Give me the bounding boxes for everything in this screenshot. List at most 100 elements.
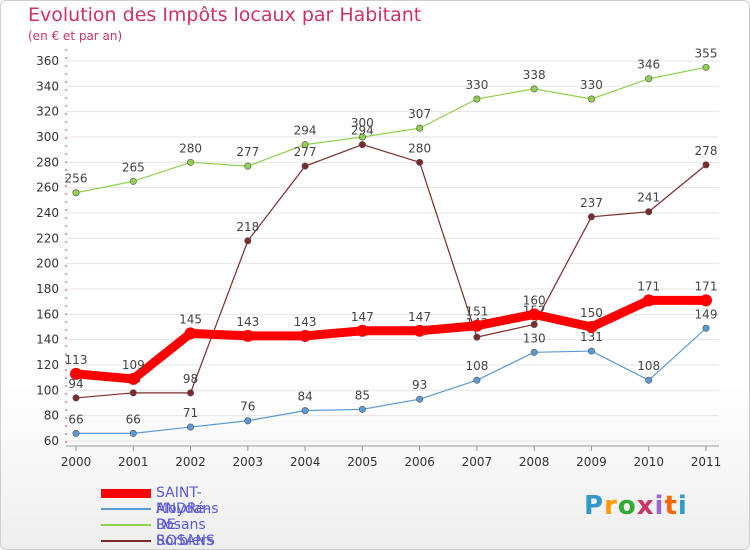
data-label: 147 [351,310,374,324]
data-point [416,124,424,132]
data-point [645,75,653,83]
data-label: 143 [236,315,259,329]
data-label: 346 [637,58,660,72]
legend-label: Sorbiers [156,533,214,549]
legend-label: Moydans [156,501,219,517]
legend-label: Rosans [156,517,206,533]
data-label: 130 [523,331,546,345]
data-label: 355 [695,46,718,60]
data-point [187,423,195,431]
data-label: 108 [637,359,660,373]
x-tick-label: 2010 [633,455,664,469]
data-point [129,177,137,185]
data-point [473,333,481,341]
data-label: 131 [580,330,603,344]
x-tick-label: 2008 [519,455,550,469]
data-label: 171 [695,279,718,293]
data-label: 171 [637,279,660,293]
data-point [127,372,140,385]
series-line-sorbiers [75,144,707,399]
data-label: 280 [408,141,431,155]
data-point [473,376,481,384]
x-tick-label: 2007 [462,455,493,469]
data-label: 84 [297,390,312,404]
data-point [72,189,80,197]
data-point [244,237,252,245]
data-point [702,161,710,169]
data-point [702,324,710,332]
data-point [645,208,653,216]
data-point [530,85,538,93]
legend-swatch [101,508,151,510]
legend-label: SAINT-ANDRé-DE-ROSANS [156,485,215,549]
data-label: 277 [294,145,317,159]
data-label: 237 [580,196,603,210]
legend-swatch [101,488,151,498]
data-point [473,95,481,103]
x-tick-label: 2003 [233,455,264,469]
data-label: 109 [122,358,145,372]
data-label: 85 [355,388,370,402]
y-tick-label: 300 [36,130,59,144]
data-label: 300 [351,116,374,130]
data-label: 241 [637,191,660,205]
data-label: 338 [523,68,546,82]
data-point [129,429,137,437]
proxiti-logo: Proxiti [584,491,688,521]
data-label: 218 [236,220,259,234]
y-tick-label: 160 [36,307,59,321]
data-point [645,376,653,384]
data-label: 330 [465,78,488,92]
series-line-moydans [75,327,707,434]
data-label: 256 [65,172,88,186]
data-label: 145 [179,312,202,326]
y-tick-label: 200 [36,257,59,271]
data-point [187,158,195,166]
data-point [244,417,252,425]
data-label: 93 [412,378,427,392]
data-point [70,367,82,380]
data-point [184,327,197,340]
x-tick-label: 2009 [576,455,607,469]
data-point [587,213,595,221]
x-tick-label: 2004 [290,455,321,469]
data-point [530,320,538,328]
data-label: 151 [465,305,488,319]
data-label: 147 [408,310,431,324]
data-point [528,308,541,321]
y-tick-label: 80 [44,409,59,423]
y-tick-label: 100 [36,383,59,397]
data-label: 265 [122,160,145,174]
legend-swatch [101,524,151,526]
y-tick-label: 60 [44,434,59,448]
data-point [530,348,538,356]
data-point [72,394,80,402]
data-label: 113 [65,353,88,367]
data-point [587,95,595,103]
y-tick-label: 120 [36,358,59,372]
y-tick-label: 220 [36,231,59,245]
data-point [129,389,137,397]
chart-title: Evolution des Impôts locaux par Habitant [28,4,422,26]
data-label: 66 [68,412,83,426]
chart-subtitle: (en € et par an) [28,29,123,43]
data-point [413,324,426,337]
data-point [642,294,655,307]
data-label: 307 [408,107,431,121]
y-tick-label: 320 [36,105,59,119]
y-tick-label: 240 [36,206,59,220]
data-label: 294 [294,124,317,138]
x-tick-label: 2006 [404,455,435,469]
data-point [244,162,252,170]
data-label: 71 [183,406,198,420]
x-tick-label: 2001 [118,455,149,469]
data-point [72,429,80,437]
data-label: 160 [523,293,546,307]
y-tick-label: 180 [36,282,59,296]
x-tick-label: 2000 [61,455,92,469]
data-point [358,133,366,141]
data-point [241,329,254,342]
data-point [700,294,712,307]
